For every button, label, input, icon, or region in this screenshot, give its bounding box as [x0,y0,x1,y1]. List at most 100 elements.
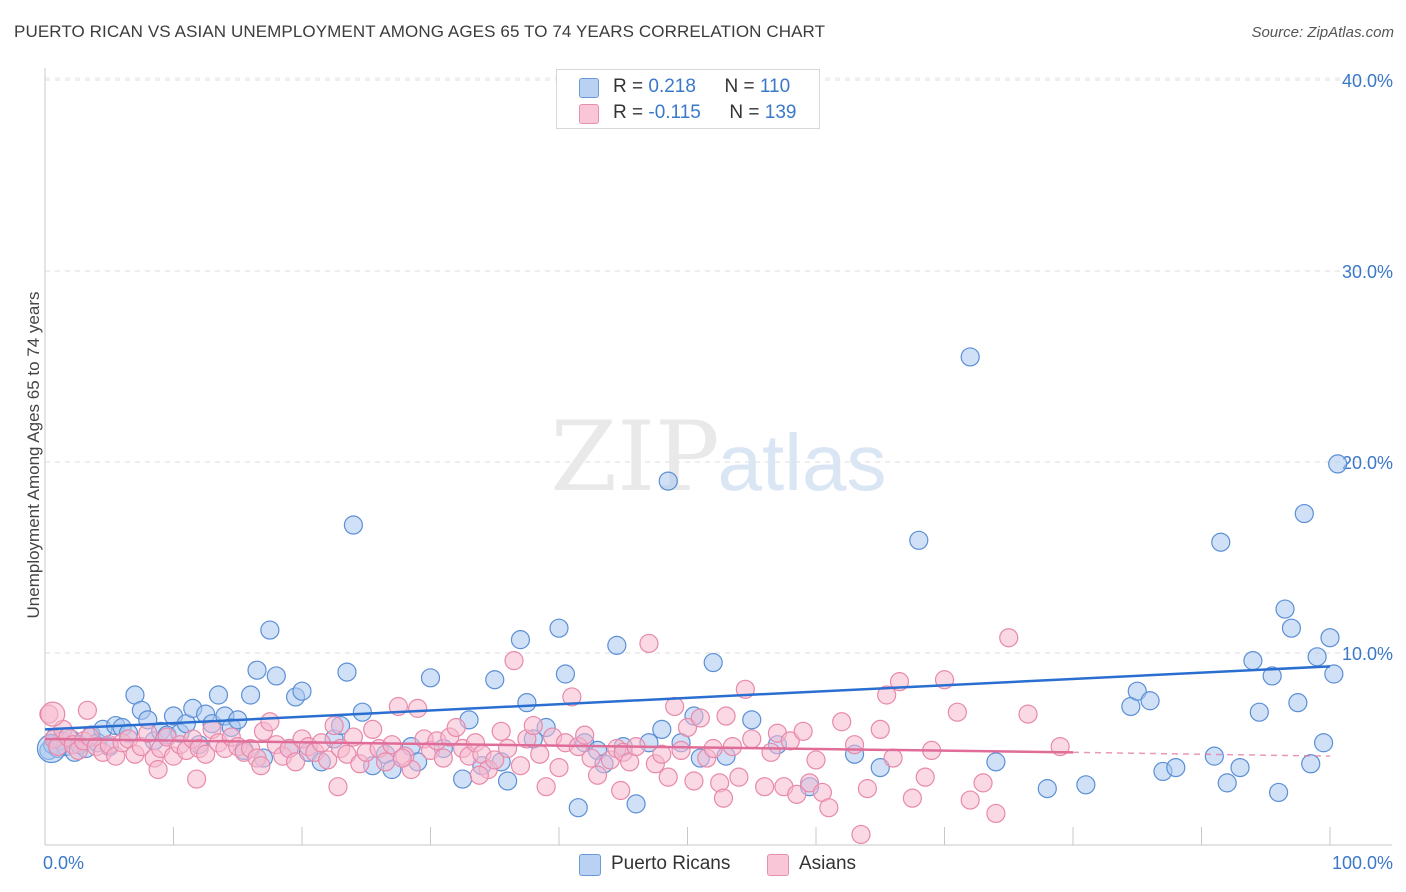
data-point-asian [915,767,935,787]
chart-title: PUERTO RICAN VS ASIAN UNEMPLOYMENT AMONG… [14,22,826,41]
data-point-asian [902,788,922,808]
data-point-puerto-rican [1204,746,1224,766]
data-point-puerto-rican [517,693,537,713]
x-tick-label-max: 100.0% [1331,853,1393,873]
data-point-puerto-rican [241,685,261,705]
data-point-asian [187,769,207,789]
data-point-asian [523,715,543,736]
y-tick-labels: 10.0% 20.0% 30.0% 40.0% [1342,71,1393,664]
data-point-asian [581,748,601,768]
data-point-asian [870,719,890,740]
data-point-puerto-rican [870,757,890,778]
data-point-asian [375,752,396,772]
data-point-puerto-rican [960,347,980,367]
data-point-puerto-rican [1328,454,1348,474]
data-point-asian [960,790,980,810]
data-point-puerto-rican [337,662,357,682]
data-point-puerto-rican [343,515,363,535]
legend-n-label: N = [729,102,765,123]
data-point-asian [999,628,1019,648]
data-point-puerto-rican [208,685,229,705]
data-point-puerto-rican [549,618,569,638]
data-point-asian [677,717,698,738]
data-point-puerto-rican [1166,757,1186,778]
data-point-puerto-rican [742,710,762,730]
data-point-puerto-rican [1307,647,1327,667]
data-point-puerto-rican [1301,754,1321,774]
data-point-puerto-rican [420,668,441,688]
data-point-asian [665,696,685,717]
data-point-puerto-rican [485,670,505,690]
data-point-puerto-rican [510,630,531,650]
data-point-puerto-rican [658,471,678,491]
data-point-asian [857,779,878,799]
legend-swatch-blue [579,78,599,98]
data-point-puerto-rican [909,530,929,550]
trend-lines [44,665,1331,757]
data-point-asian [716,706,736,726]
data-point-puerto-rican [626,794,646,814]
data-point-puerto-rican [1268,782,1289,803]
legend-n-label: N = [724,76,760,97]
data-point-asian [787,784,807,804]
data-point-puerto-rican [1076,775,1096,795]
data-point-asian [196,744,216,764]
data-point-asian [793,721,813,741]
series-legend: Puerto Ricans Asians [0,852,1406,878]
data-point-puerto-rican [1281,618,1302,638]
data-point-asian [851,824,871,845]
watermark-atlas: atlas [718,418,887,507]
data-point-asian [611,780,631,801]
legend-label-asians: Asians [799,853,857,874]
data-point-puerto-rican [266,666,286,686]
data-point-puerto-rican [1249,702,1269,722]
data-point-asian [549,757,569,778]
data-point-puerto-rican [1294,503,1314,524]
data-point-puerto-rican [1275,599,1295,619]
data-point-puerto-rican [652,719,672,740]
data-point-asian [260,712,280,732]
data-point-puerto-rican [1262,666,1282,686]
data-point-puerto-rican [498,771,518,791]
y-tick-label-40: 40.0% [1342,71,1393,91]
data-point-puerto-rican [1288,693,1308,713]
data-point-asian [713,788,734,808]
data-point-asian [392,748,412,768]
data-point-puerto-rican [1211,532,1231,552]
data-point-asian [343,727,363,747]
data-point-asian [40,701,66,727]
trend-line-asians [44,737,1074,754]
watermark: ZIP atlas [550,401,886,513]
data-point-asian [318,750,338,770]
data-point-puerto-rican [1037,779,1057,799]
data-point-asian [530,744,550,764]
data-point-puerto-rican [986,752,1006,772]
data-point-asian [408,698,428,718]
data-point-asian [536,777,556,797]
data-point-asian [491,721,511,741]
legend-r-value: 0.218 [648,76,696,97]
data-point-asian [986,803,1006,824]
data-point-asian [485,750,505,770]
data-point-asian [671,740,691,761]
data-point-puerto-rican [607,635,627,655]
data-point-asian [324,715,344,736]
data-point-asian [504,651,524,671]
data-point-asian [877,685,897,705]
data-point-puerto-rican [703,652,723,673]
data-point-asian [658,767,678,787]
data-point-puerto-rican [1230,757,1250,778]
data-point-asian [285,752,306,772]
legend-r-label: R = [613,102,649,123]
data-point-puerto-rican [1313,733,1334,753]
data-point-asian [761,742,781,762]
legend-n-value: 139 [764,102,797,123]
data-point-puerto-rican [1140,691,1160,711]
correlation-legend: R = 0.218 N = 110 R = -0.115 N = 139 [556,69,820,129]
asian-points [39,628,1070,845]
data-point-puerto-rican [555,664,576,684]
data-point-puerto-rican [1320,628,1340,648]
legend-n-value: 110 [759,76,791,97]
data-point-asian [575,725,595,745]
